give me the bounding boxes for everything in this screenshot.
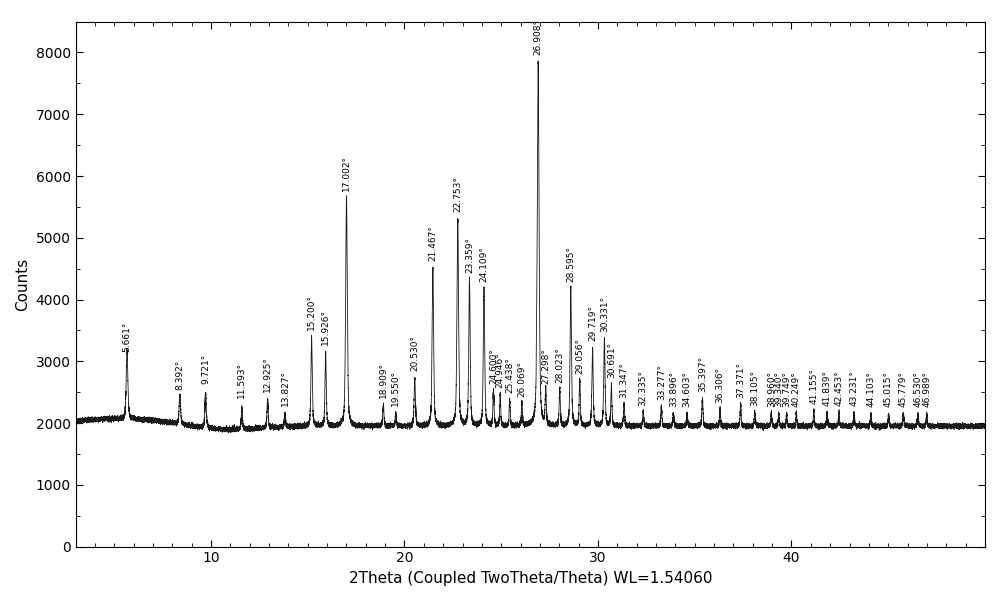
Text: 11.593°: 11.593° — [237, 362, 246, 398]
Text: 24.946°: 24.946° — [496, 352, 505, 388]
Text: 32.335°: 32.335° — [639, 370, 648, 406]
Text: 37.371°: 37.371° — [736, 362, 745, 398]
Text: 19.550°: 19.550° — [391, 370, 400, 406]
Text: 27.298°: 27.298° — [541, 348, 550, 384]
Text: 21.467°: 21.467° — [428, 225, 437, 261]
Text: 25.438°: 25.438° — [505, 357, 514, 393]
Text: 43.231°: 43.231° — [850, 370, 859, 406]
Text: 15.200°: 15.200° — [307, 294, 316, 330]
Text: 28.595°: 28.595° — [566, 246, 575, 282]
Text: 28.023°: 28.023° — [555, 347, 564, 383]
Text: 20.530°: 20.530° — [410, 335, 419, 371]
Text: 46.989°: 46.989° — [922, 371, 931, 407]
Text: 45.779°: 45.779° — [899, 371, 908, 407]
Text: 8.392°: 8.392° — [175, 360, 184, 390]
Text: 33.896°: 33.896° — [669, 371, 678, 407]
Text: 9.721°: 9.721° — [201, 354, 210, 384]
Text: 26.069°: 26.069° — [517, 361, 526, 397]
Text: 40.249°: 40.249° — [792, 371, 801, 407]
Text: 33.277°: 33.277° — [657, 364, 666, 400]
Text: 42.453°: 42.453° — [834, 370, 843, 406]
Text: 12.925°: 12.925° — [263, 356, 272, 392]
Text: 17.002°: 17.002° — [342, 155, 351, 191]
Text: 44.103°: 44.103° — [866, 371, 875, 407]
Text: 18.909°: 18.909° — [379, 362, 388, 398]
Text: 30.331°: 30.331° — [600, 296, 609, 332]
Text: 29.719°: 29.719° — [588, 305, 597, 341]
Text: 39.340°: 39.340° — [774, 371, 783, 407]
Text: 38.960°: 38.960° — [767, 371, 776, 407]
Text: 30.691°: 30.691° — [607, 342, 616, 378]
Text: 36.306°: 36.306° — [716, 367, 725, 403]
X-axis label: 2Theta (Coupled TwoTheta/Theta) WL=1.54060: 2Theta (Coupled TwoTheta/Theta) WL=1.540… — [349, 571, 712, 586]
Text: 24.109°: 24.109° — [480, 246, 489, 282]
Y-axis label: Counts: Counts — [15, 257, 30, 311]
Text: 34.603°: 34.603° — [683, 371, 692, 407]
Text: 26.908°: 26.908° — [534, 19, 543, 55]
Text: 38.105°: 38.105° — [750, 370, 759, 406]
Text: 31.347°: 31.347° — [620, 362, 629, 398]
Text: 46.530°: 46.530° — [913, 371, 922, 407]
Text: 41.155°: 41.155° — [809, 368, 818, 404]
Text: 29.056°: 29.056° — [575, 338, 584, 374]
Text: 15.926°: 15.926° — [321, 310, 330, 345]
Text: 13.827°: 13.827° — [281, 370, 290, 406]
Text: 22.753°: 22.753° — [453, 176, 462, 212]
Text: 24.600°: 24.600° — [489, 348, 498, 384]
Text: 39.749°: 39.749° — [782, 371, 791, 407]
Text: 41.839°: 41.839° — [823, 370, 832, 406]
Text: 5.661°: 5.661° — [123, 322, 132, 352]
Text: 35.397°: 35.397° — [698, 355, 707, 392]
Text: 23.359°: 23.359° — [465, 237, 474, 273]
Text: 45.015°: 45.015° — [884, 371, 893, 407]
